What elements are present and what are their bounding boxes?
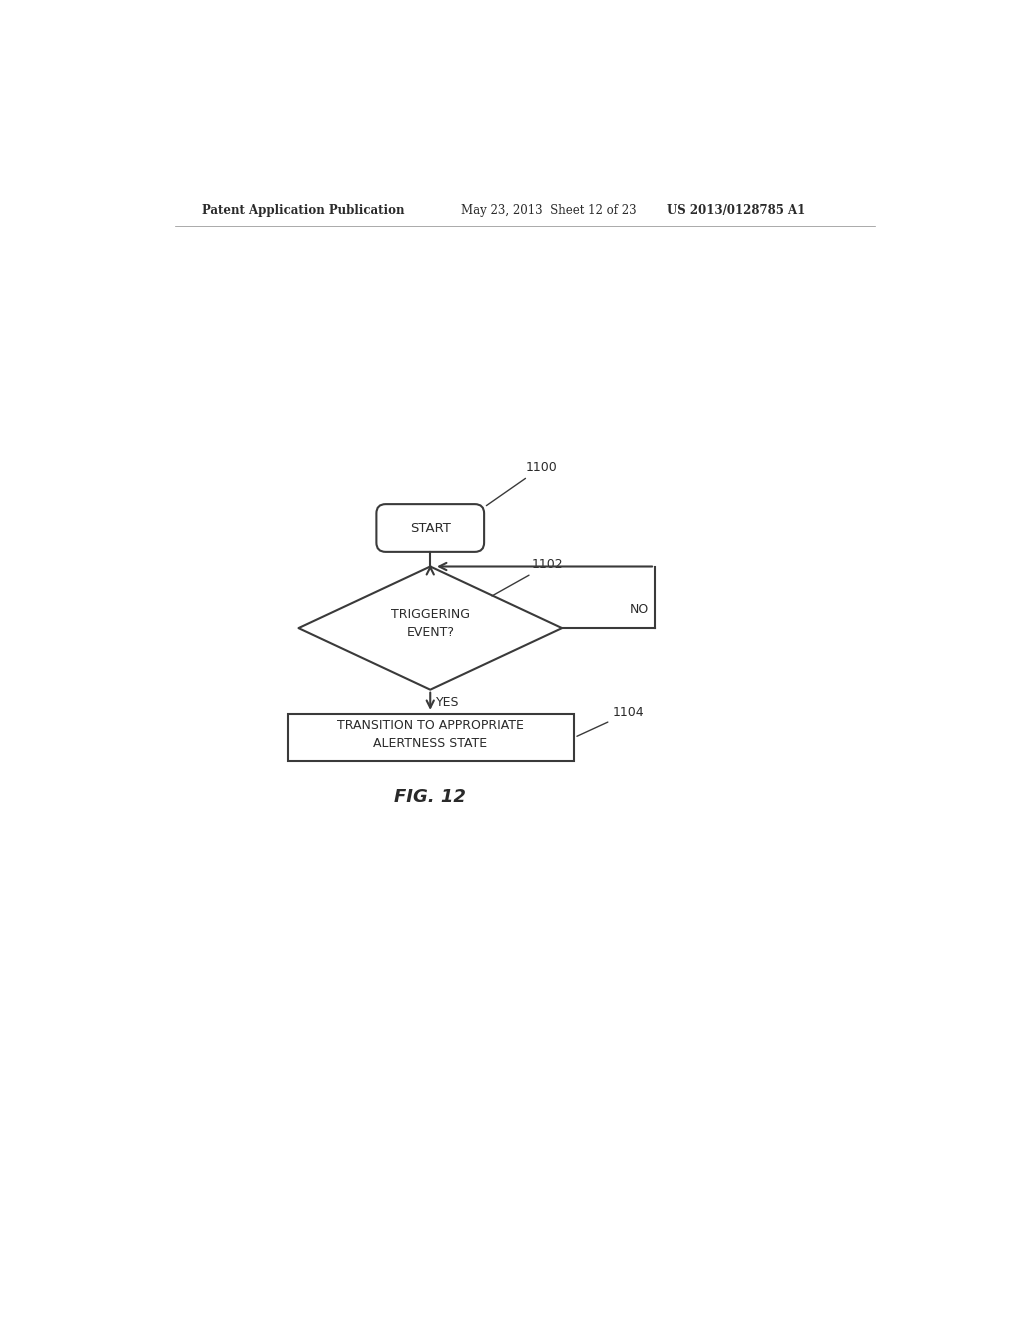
Polygon shape xyxy=(289,714,574,760)
Text: 1104: 1104 xyxy=(577,706,645,737)
Text: YES: YES xyxy=(436,696,460,709)
Text: FIG. 12: FIG. 12 xyxy=(394,788,466,807)
Text: 1100: 1100 xyxy=(486,461,557,506)
Text: START: START xyxy=(410,521,451,535)
Text: NO: NO xyxy=(630,603,649,615)
Text: TRANSITION TO APPROPRIATE
ALERTNESS STATE: TRANSITION TO APPROPRIATE ALERTNESS STAT… xyxy=(337,719,523,750)
Text: US 2013/0128785 A1: US 2013/0128785 A1 xyxy=(667,205,805,218)
Text: Patent Application Publication: Patent Application Publication xyxy=(202,205,404,218)
FancyBboxPatch shape xyxy=(377,504,484,552)
Text: May 23, 2013  Sheet 12 of 23: May 23, 2013 Sheet 12 of 23 xyxy=(461,205,637,218)
Text: 1102: 1102 xyxy=(492,558,564,595)
Text: TRIGGERING
EVENT?: TRIGGERING EVENT? xyxy=(391,609,470,639)
